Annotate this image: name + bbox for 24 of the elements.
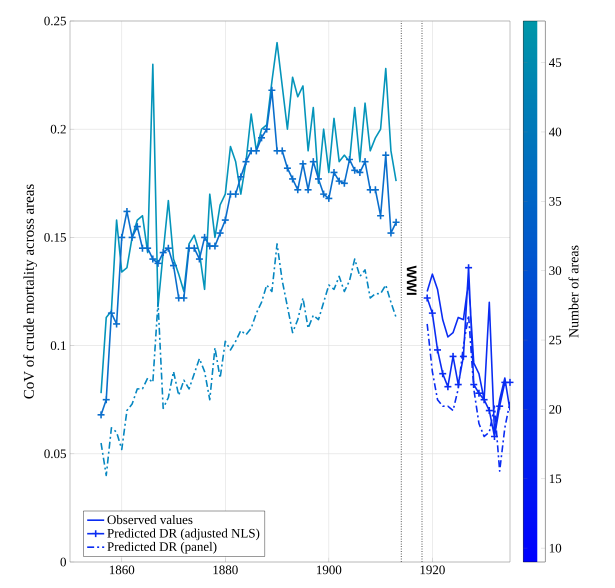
x-tick-label: 1920 [420, 566, 445, 574]
x-tick-label: 1900 [317, 566, 342, 574]
y-tick-label: 0.15 [44, 233, 66, 242]
x-tick-label: 1880 [213, 566, 238, 574]
color-bar-label: 10 [550, 544, 562, 552]
color-bar-label: 35 [549, 196, 562, 206]
color-bar-label: 15 [550, 474, 562, 484]
y-tick-label: 0.05 [44, 449, 66, 458]
y-tick-label: 0.25 [44, 16, 66, 26]
y-tick-label: 0.2 [50, 124, 66, 134]
color-bar-label: 30 [549, 266, 562, 276]
annotation: WWI [406, 266, 416, 295]
y-tick-label: 0 [60, 558, 66, 566]
legend-label: Observed values [108, 514, 192, 524]
legend-label: Predicted DR (panel) [107, 542, 216, 554]
legend-label: Predicted DR (adjusted NLS) [107, 528, 260, 540]
color-bar-label: 20 [549, 405, 562, 414]
y-tick-label: 0.1 [50, 341, 66, 350]
x-tick-label: 1860 [110, 566, 134, 574]
y-axis-title: CoV of crude mortality across areas [23, 184, 37, 399]
color-bar-title: Number of areas [568, 246, 578, 338]
color-bar-label: 45 [548, 58, 562, 67]
color-bar-label: 40 [548, 128, 562, 136]
color-bar-label: 25 [549, 336, 562, 344]
